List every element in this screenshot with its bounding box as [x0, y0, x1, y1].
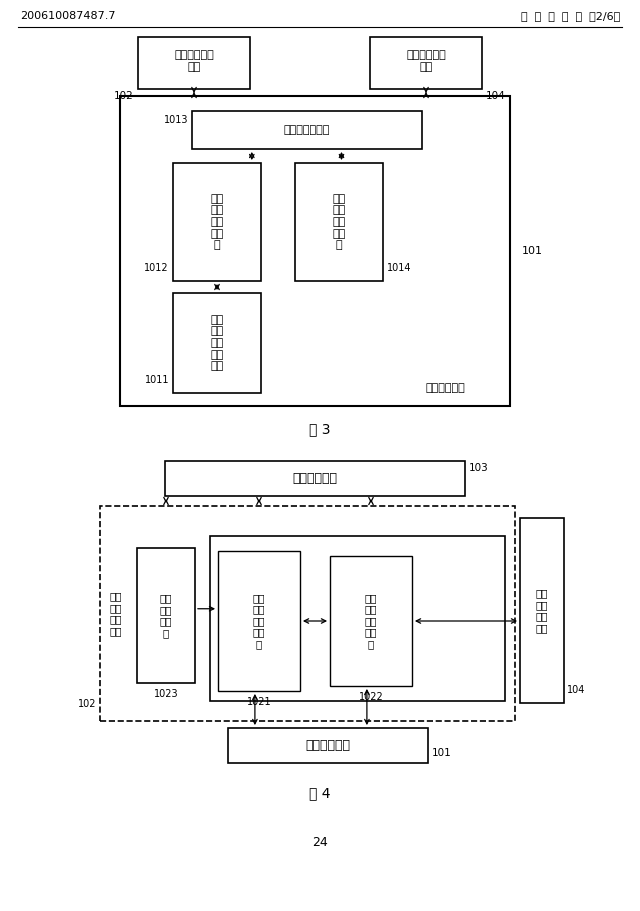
Text: 本地
文件
访问
子模
块: 本地 文件 访问 子模 块: [332, 194, 346, 251]
Text: 图 3: 图 3: [309, 422, 331, 436]
Bar: [520, 518, 564, 703]
Text: 1022: 1022: [358, 692, 383, 702]
Text: 101: 101: [432, 748, 452, 758]
Text: 103: 103: [469, 463, 489, 473]
Text: 1011: 1011: [145, 375, 169, 385]
Bar: [330, 556, 412, 686]
Bar: [210, 536, 505, 701]
Bar: [137, 548, 195, 683]
Text: 200610087487.7: 200610087487.7: [20, 11, 115, 21]
Text: 数据处理模块: 数据处理模块: [305, 739, 351, 752]
Bar: [218, 551, 300, 691]
Bar: [192, 111, 422, 149]
Bar: [228, 728, 428, 763]
Text: 1012: 1012: [145, 263, 169, 273]
Text: 1014: 1014: [387, 263, 412, 273]
Text: 102: 102: [115, 91, 134, 101]
Text: 网络
接入
点选
择子
模块: 网络 接入 点选 择子 模块: [211, 315, 223, 371]
Text: 脚本
语言
解析
模块: 脚本 语言 解析 模块: [109, 591, 122, 636]
Text: 104: 104: [486, 91, 506, 101]
Text: 1023: 1023: [154, 689, 179, 699]
Text: 102: 102: [77, 699, 96, 709]
Bar: [120, 96, 510, 406]
Text: 用户界面模块: 用户界面模块: [292, 472, 337, 485]
Text: 图 4: 图 4: [309, 786, 331, 800]
Bar: [173, 163, 261, 281]
Text: 说  明  书  附  图  第2/6页: 说 明 书 附 图 第2/6页: [521, 11, 620, 21]
Bar: [370, 37, 482, 89]
Text: 网络
链路
处理
子模
块: 网络 链路 处理 子模 块: [211, 194, 223, 251]
Text: 1021: 1021: [246, 697, 271, 707]
Text: 脚本解析语言
模块: 脚本解析语言 模块: [174, 50, 214, 72]
Text: 104: 104: [567, 685, 586, 695]
Bar: [138, 37, 250, 89]
Text: 1013: 1013: [163, 115, 188, 125]
Bar: [165, 461, 465, 496]
Text: 业务逻辑处理
模块: 业务逻辑处理 模块: [406, 50, 446, 72]
Text: 数据处理模块: 数据处理模块: [425, 383, 465, 393]
Text: 101: 101: [522, 246, 543, 256]
Text: 页面
脚本
解析
子模
块: 页面 脚本 解析 子模 块: [253, 593, 265, 650]
Text: 地图
脚本
解析
子模
块: 地图 脚本 解析 子模 块: [365, 593, 377, 650]
Text: 数据控制子模块: 数据控制子模块: [284, 125, 330, 135]
Text: 事件
控制
子模
块: 事件 控制 子模 块: [160, 593, 172, 638]
Bar: [295, 163, 383, 281]
Bar: [173, 293, 261, 393]
Text: 业务
逻辑
处理
模块: 业务 逻辑 处理 模块: [536, 589, 548, 633]
Bar: [100, 506, 515, 721]
Text: 24: 24: [312, 836, 328, 849]
